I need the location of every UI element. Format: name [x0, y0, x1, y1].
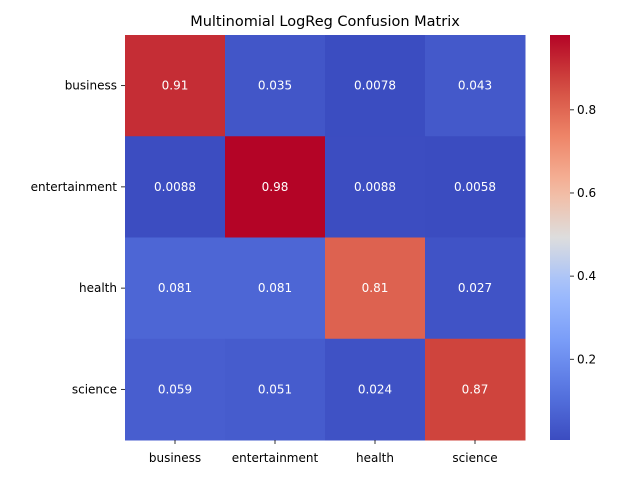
heatmap-cell [425, 338, 526, 441]
colorbar-tick-label: 0.6 [577, 186, 596, 200]
cell-value-label: 0.81 [362, 281, 389, 295]
x-tick-label: entertainment [232, 451, 319, 465]
chart-title: Multinomial LogReg Confusion Matrix [190, 14, 460, 30]
cell-value-label: 0.0088 [354, 180, 396, 194]
heatmap-cell [325, 136, 426, 238]
cell-value-label: 0.081 [158, 281, 192, 295]
cell-value-label: 0.027 [458, 281, 492, 295]
cell-value-label: 0.024 [358, 382, 392, 396]
y-tick-label: health [79, 281, 117, 295]
heatmap-cell [325, 237, 426, 340]
heatmap-cell [425, 35, 526, 137]
cell-value-label: 0.051 [258, 382, 292, 396]
heatmap-cell [125, 136, 226, 238]
cell-value-label: 0.0078 [354, 79, 396, 93]
colorbar-tick-label: 0.4 [577, 269, 596, 283]
x-tick-labels: business entertainment health science [149, 440, 498, 465]
cell-value-label: 0.043 [458, 79, 492, 93]
heatmap-cell [225, 136, 326, 238]
colorbar-tick-label: 0.2 [577, 352, 596, 366]
cell-value-label: 0.0058 [454, 180, 496, 194]
heatmap-cell [125, 35, 226, 137]
heatmap-cell [425, 136, 526, 238]
colorbar-gradient [550, 35, 570, 440]
y-tick-labels: business entertainment health science [31, 79, 125, 396]
heatmap-cell [425, 237, 526, 340]
heatmap-cell [125, 237, 226, 340]
heatmap-cell [325, 338, 426, 441]
x-tick-label: science [452, 451, 497, 465]
heatmap-cell [225, 338, 326, 441]
heatmap-cell [225, 35, 326, 137]
x-tick-label: health [356, 451, 394, 465]
colorbar: 0.2 0.4 0.6 0.8 [550, 35, 596, 440]
y-tick-label: business [65, 79, 117, 93]
y-tick-label: entertainment [31, 180, 118, 194]
colorbar-tick-label: 0.8 [577, 103, 596, 117]
cell-value-label: 0.0088 [154, 180, 196, 194]
cell-value-label: 0.059 [158, 382, 192, 396]
heatmap-cells: 0.91 0.035 0.0078 0.043 0.0088 0.98 0.0088 0.00… [125, 35, 526, 441]
heatmap-cell [325, 35, 426, 137]
cell-value-label: 0.87 [462, 382, 489, 396]
cell-value-label: 0.035 [258, 79, 292, 93]
cell-value-label: 0.081 [258, 281, 292, 295]
y-tick-label: science [72, 382, 117, 396]
cell-value-label: 0.98 [262, 180, 289, 194]
colorbar-ticks: 0.2 0.4 0.6 0.8 [570, 103, 596, 366]
heatmap-cell [125, 338, 226, 441]
cell-value-label: 0.91 [162, 79, 189, 93]
heatmap-cell [225, 237, 326, 340]
x-tick-label: business [149, 451, 201, 465]
